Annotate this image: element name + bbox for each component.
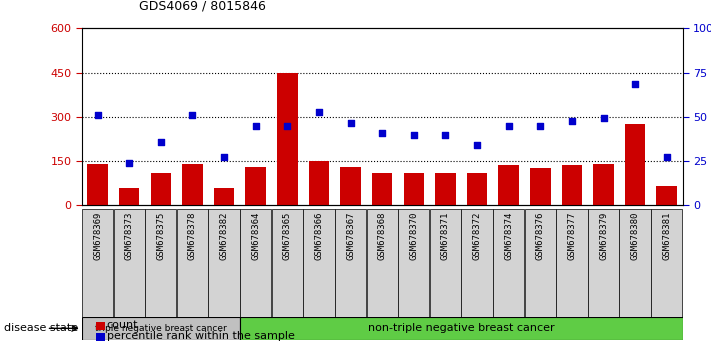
Bar [372, 173, 392, 205]
Bar [87, 164, 108, 205]
FancyBboxPatch shape [145, 209, 176, 317]
Bar [498, 166, 519, 205]
Point [314, 110, 325, 115]
Text: triple negative breast cancer: triple negative breast cancer [95, 324, 227, 333]
Point [250, 123, 262, 129]
Bar [277, 73, 298, 205]
Bar [656, 186, 677, 205]
Point [408, 132, 419, 137]
Bar [466, 173, 487, 205]
Point [598, 115, 609, 121]
Text: non-triple negative breast cancer: non-triple negative breast cancer [368, 323, 555, 333]
Text: GSM678379: GSM678379 [599, 212, 608, 261]
Text: GSM678374: GSM678374 [504, 212, 513, 261]
Point [124, 160, 135, 165]
FancyBboxPatch shape [304, 209, 335, 317]
Text: GSM678375: GSM678375 [156, 212, 166, 261]
Point [377, 130, 388, 136]
FancyBboxPatch shape [493, 209, 524, 317]
FancyBboxPatch shape [240, 209, 272, 317]
Bar [214, 188, 235, 205]
Point [92, 113, 103, 118]
Text: GSM678377: GSM678377 [567, 212, 577, 261]
Bar [119, 188, 139, 205]
Text: GSM678366: GSM678366 [314, 212, 324, 261]
FancyBboxPatch shape [651, 209, 683, 317]
Text: GSM678381: GSM678381 [662, 212, 671, 261]
Point [155, 139, 166, 145]
Bar [435, 173, 456, 205]
Text: GSM678365: GSM678365 [283, 212, 292, 261]
Text: GSM678371: GSM678371 [441, 212, 450, 261]
Point [218, 154, 230, 159]
Bar [625, 124, 646, 205]
Text: GSM678378: GSM678378 [188, 212, 197, 261]
Text: GSM678376: GSM678376 [536, 212, 545, 261]
FancyBboxPatch shape [82, 317, 240, 340]
Bar [530, 169, 550, 205]
FancyBboxPatch shape [82, 209, 113, 317]
FancyBboxPatch shape [461, 209, 493, 317]
Bar [309, 161, 329, 205]
Text: GSM678367: GSM678367 [346, 212, 355, 261]
FancyBboxPatch shape [177, 209, 208, 317]
Bar [404, 173, 424, 205]
Point [535, 123, 546, 129]
Text: GSM678364: GSM678364 [251, 212, 260, 261]
FancyBboxPatch shape [208, 209, 240, 317]
Text: GDS4069 / 8015846: GDS4069 / 8015846 [139, 0, 265, 12]
Point [629, 81, 641, 87]
Text: GSM678370: GSM678370 [410, 212, 418, 261]
Text: GSM678369: GSM678369 [93, 212, 102, 261]
Bar [341, 167, 360, 205]
Point [439, 132, 451, 137]
Bar [151, 173, 171, 205]
FancyBboxPatch shape [556, 209, 587, 317]
Text: disease state: disease state [4, 323, 77, 333]
FancyBboxPatch shape [619, 209, 651, 317]
Point [345, 120, 356, 126]
Text: percentile rank within the sample: percentile rank within the sample [107, 331, 294, 341]
Text: GSM678372: GSM678372 [473, 212, 481, 261]
Bar [562, 166, 582, 205]
FancyBboxPatch shape [272, 209, 303, 317]
FancyBboxPatch shape [398, 209, 429, 317]
Point [503, 123, 514, 129]
Text: GSM678368: GSM678368 [378, 212, 387, 261]
Text: GSM678380: GSM678380 [631, 212, 640, 261]
FancyBboxPatch shape [525, 209, 556, 317]
FancyBboxPatch shape [366, 209, 398, 317]
FancyBboxPatch shape [429, 209, 461, 317]
Point [282, 123, 293, 129]
FancyBboxPatch shape [240, 317, 683, 340]
FancyBboxPatch shape [114, 209, 145, 317]
Text: GSM678373: GSM678373 [124, 212, 134, 261]
Point [566, 118, 577, 124]
Bar [182, 164, 203, 205]
Point [471, 142, 483, 148]
Point [661, 154, 673, 159]
Bar [245, 167, 266, 205]
Text: count: count [107, 320, 138, 330]
FancyBboxPatch shape [335, 209, 366, 317]
Bar [593, 164, 614, 205]
Point [187, 113, 198, 118]
Text: GSM678382: GSM678382 [220, 212, 228, 261]
FancyBboxPatch shape [588, 209, 619, 317]
